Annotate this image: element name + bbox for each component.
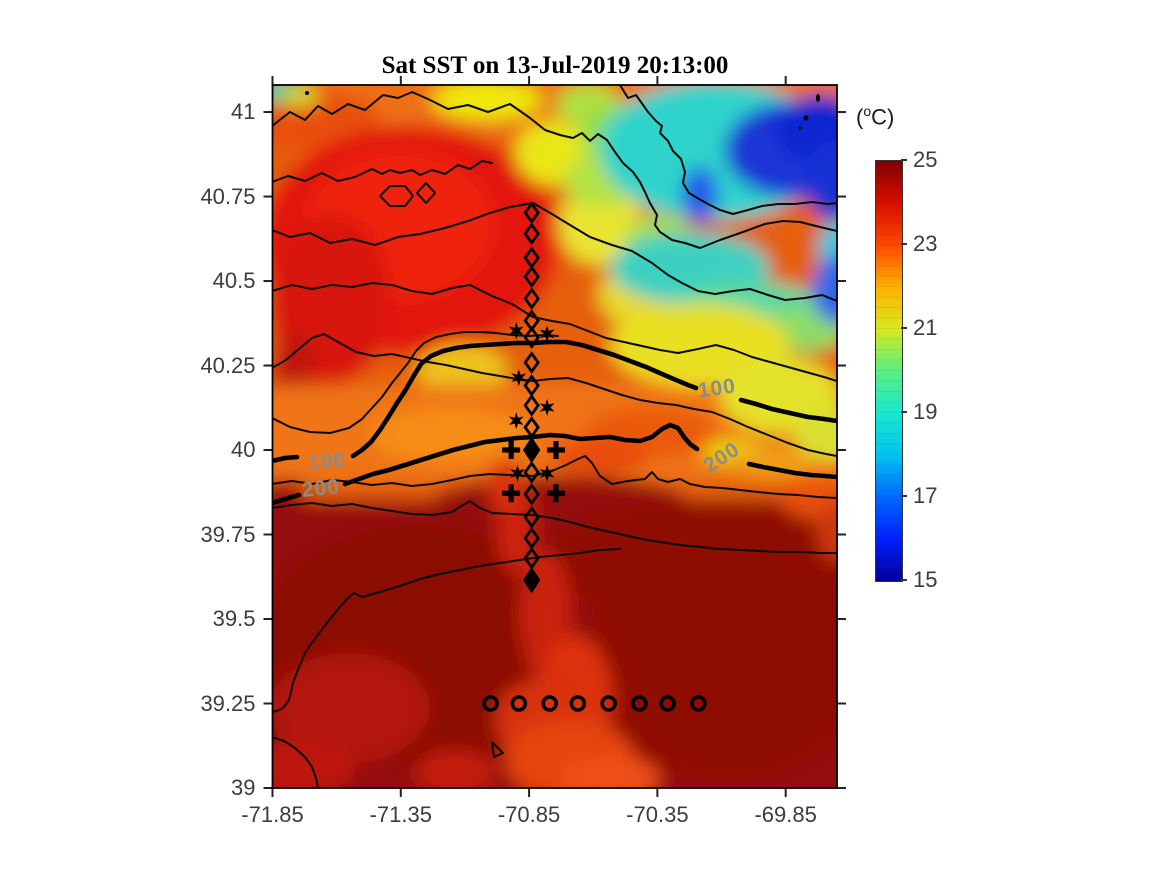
colorbar-tick-label: 17 [913,483,938,508]
x-tick-label: -71.35 [369,802,432,827]
open-diamond-marker [523,351,540,374]
contour-100m [350,339,699,459]
y-tick-label: 40 [231,437,256,463]
colorbar-tick-label: 25 [913,147,938,172]
open-diamond-marker [523,482,540,506]
station-markers [482,201,707,712]
plus-marker [502,441,521,460]
contour-thin [619,85,837,215]
x-tick-label: -71.85 [241,802,304,827]
y-tick-label: 39 [231,775,256,800]
x-tick-label: -70.35 [626,802,689,827]
contour-thin [272,333,837,457]
contour-thin [272,91,837,249]
bathymetry-contours [272,85,837,788]
contour-200m [342,422,700,487]
filled-diamond-marker [522,566,541,594]
contour-loop [379,185,414,207]
open-diamond-marker [523,201,540,225]
hexagram-marker [508,412,524,430]
y-tick-label: 39.25 [200,690,256,716]
plus-marker [502,484,521,503]
open-diamond-marker [523,265,540,289]
colorbar [875,160,903,582]
circle-marker [569,695,587,712]
hexagram-marker [539,398,555,416]
y-tick-label: 40.25 [200,352,256,378]
contour-thin [272,500,837,554]
open-diamond-marker [523,460,540,484]
colorbar-tick-mark [901,411,907,413]
hexagram-marker [510,464,525,482]
colorbar-tick-mark [901,327,907,329]
circle-marker [510,695,528,712]
circle-marker [541,695,558,712]
plot-border [271,84,838,789]
filled-diamond-marker [522,436,541,464]
colorbar-tick-mark [901,495,907,497]
hexagram-marker [508,322,524,340]
circle-marker [631,695,648,712]
y-tick-label: 40.5 [212,268,256,294]
colorbar-steps [876,161,902,581]
contour-thin [272,202,837,302]
colorbar-tick-mark [901,243,907,245]
circle-marker [482,695,499,712]
open-diamond-marker [523,326,540,349]
degree-symbol: o [863,103,872,119]
contour-thin [272,548,621,713]
plus-marker [547,441,566,460]
open-diamond-marker [523,222,540,246]
contour-100m [272,454,300,464]
open-diamond-marker [523,415,540,439]
contour-thin [272,160,493,183]
hexagram-marker [511,369,527,387]
contour-200m [746,461,837,480]
colorbar-tick-label: 21 [913,315,938,340]
x-tick-label: -70.85 [497,802,561,827]
colorbar-tick-mark [901,159,907,161]
circle-marker [659,695,676,712]
contour-200m [272,492,302,506]
axis-ticks [263,76,846,797]
y-tick-label: 40.75 [200,183,256,209]
contour-thin [272,331,559,434]
x-tick-label: -69.85 [754,802,817,827]
colorbar-tick-mark [901,579,907,581]
hexagram-marker [539,325,555,343]
y-tick-label: 39.75 [200,521,256,547]
circle-marker [600,695,617,712]
open-diamond-marker [523,287,540,310]
map-specks [305,91,820,130]
sst-color-field [272,85,837,788]
plus-marker [547,484,566,503]
colorbar-unit-label: (oC) [856,103,895,130]
contour-loop [491,741,504,758]
colorbar-tick-label: 23 [913,231,938,256]
contour-100m [738,397,837,424]
contour-loop [416,182,436,204]
open-diamond-marker [523,394,540,417]
contour-thin [272,736,319,788]
colorbar-tick-label: 15 [913,567,938,592]
open-diamond-marker [523,505,540,529]
contour-thin [272,282,837,382]
hexagram-marker [539,464,555,482]
contour-thin [272,455,837,499]
circle-marker [690,695,707,712]
plot-title: Sat SST on 13-Jul-2019 20:13:00 [381,52,729,79]
y-tick-label: 39.5 [212,606,256,631]
y-tick-label: 41 [231,99,256,125]
colorbar-tick-label: 19 [913,399,938,424]
